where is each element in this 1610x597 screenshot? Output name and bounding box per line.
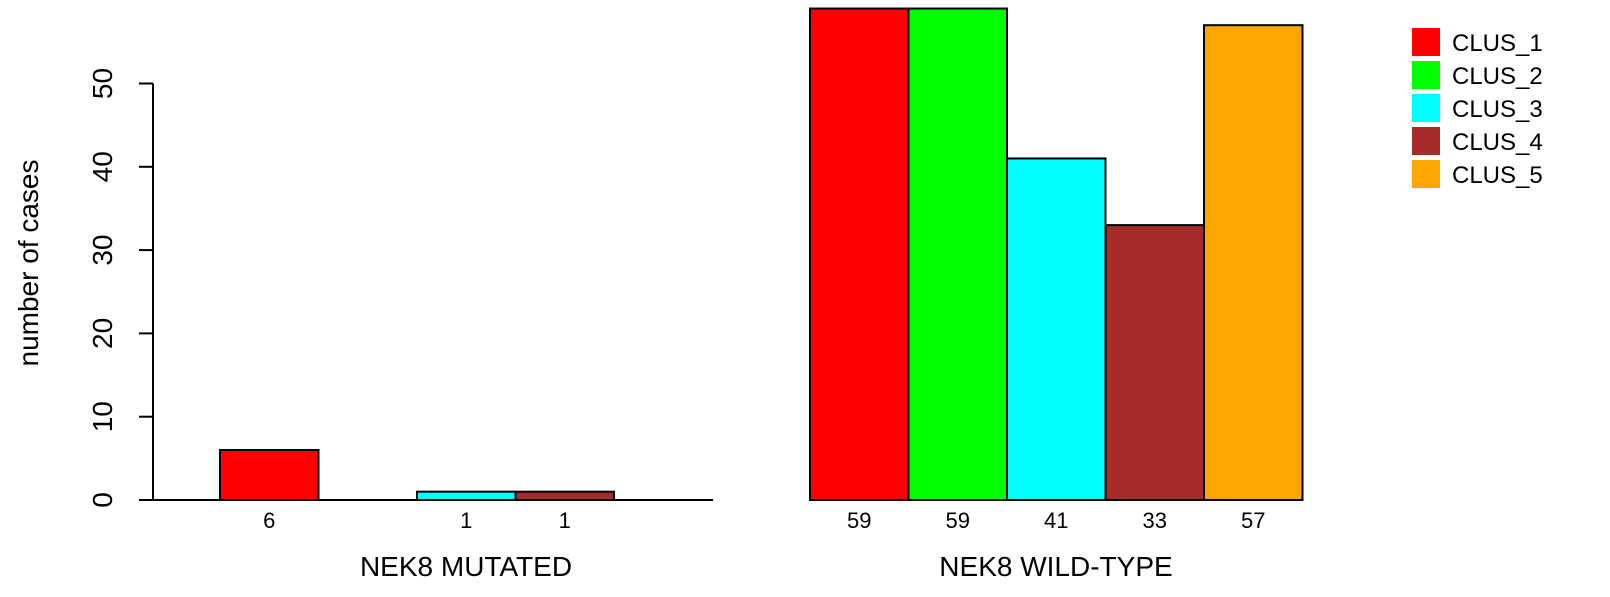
legend-swatch — [1412, 94, 1440, 122]
bar — [809, 7, 910, 502]
bar-count-label: 41 — [1044, 508, 1068, 533]
y-axis: 0 10 20 30 40 50 — [87, 68, 154, 508]
legend-item: CLUS_5 — [1412, 160, 1543, 189]
bar-count-label: 59 — [847, 508, 871, 533]
bar-count-label: 1 — [559, 508, 571, 533]
legend: CLUS_1 CLUS_2 CLUS_3 CLUS_4 CLUS_5 — [1412, 28, 1543, 189]
legend-label: CLUS_3 — [1452, 96, 1543, 123]
group-label: NEK8 WILD-TYPE — [939, 551, 1172, 582]
y-tick-label: 40 — [87, 151, 118, 182]
legend-item: CLUS_4 — [1412, 127, 1543, 156]
bar — [514, 490, 615, 502]
bar-group: 59 59 41 33 57 NEK8 WILD-TYPE — [809, 7, 1304, 582]
bars-layer: 6 1 1 NEK8 MUTATED 59 59 41 33 57 NEK8 WILD-TYPE — [153, 7, 1304, 582]
bar — [416, 490, 517, 502]
legend-swatch — [1412, 127, 1440, 155]
legend-label: CLUS_5 — [1452, 162, 1543, 189]
legend-swatch — [1412, 61, 1440, 89]
legend-label: CLUS_2 — [1452, 63, 1543, 90]
y-tick-label: 0 — [87, 492, 118, 508]
bar-count-label: 59 — [946, 508, 970, 533]
legend-item: CLUS_3 — [1412, 94, 1543, 123]
bar — [219, 449, 320, 501]
legend-label: CLUS_1 — [1452, 30, 1543, 57]
bar-group: 6 1 1 NEK8 MUTATED — [153, 449, 713, 582]
y-tick-label: 20 — [87, 318, 118, 349]
bar-count-label: 1 — [460, 508, 472, 533]
legend-item: CLUS_2 — [1412, 61, 1543, 90]
legend-item: CLUS_1 — [1412, 28, 1543, 57]
bar-count-label: 33 — [1143, 508, 1167, 533]
y-axis-title: number of cases — [13, 160, 44, 367]
y-tick-label: 10 — [87, 401, 118, 432]
legend-label: CLUS_4 — [1452, 129, 1543, 156]
bar — [907, 7, 1008, 502]
bar — [1104, 224, 1205, 502]
bar-count-label: 57 — [1241, 508, 1265, 533]
group-label: NEK8 MUTATED — [360, 551, 572, 582]
bar-count-label: 6 — [263, 508, 275, 533]
legend-swatch — [1412, 160, 1440, 188]
legend-swatch — [1412, 28, 1440, 56]
bar — [1006, 157, 1107, 501]
y-tick-label: 30 — [87, 235, 118, 266]
bar — [1203, 24, 1304, 501]
y-tick-label: 50 — [87, 68, 118, 99]
